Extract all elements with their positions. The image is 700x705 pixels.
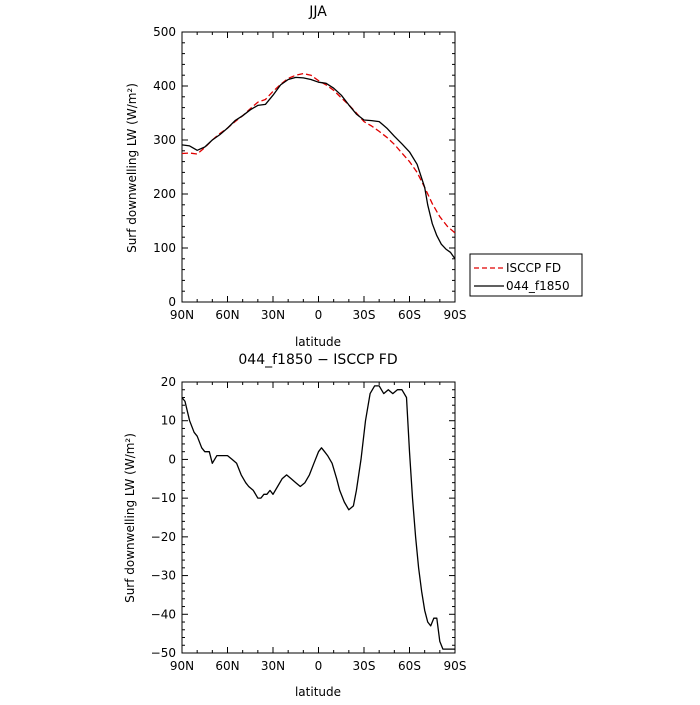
panel-top-chart: JJA 90N 60N 30N 0 30S 60S 90S0100200300400500 …: [125, 4, 466, 349]
bottom-x-tick-label: 60N: [215, 659, 239, 673]
legend-label-isccp: ISCCP FD: [506, 261, 561, 275]
bottom-y-tick-label: 20: [161, 375, 176, 389]
top-y-tick-label: 200: [153, 187, 176, 201]
top-series-isccp-fd-line: [181, 72, 456, 234]
top-x-tick-label: 90N: [170, 308, 194, 322]
top-plot-area: 90N 60N 30N 0 30S 60S 90S 0 100 200 300 400 500: [153, 25, 466, 322]
top-y-tick-label: 400: [153, 79, 176, 93]
bottom-x-tick-label: 90S: [444, 659, 467, 673]
bottom-x-tick-label: 30N: [261, 659, 285, 673]
top-y-tick-label: 300: [153, 133, 176, 147]
panel-bottom-chart: 044_f1850 − ISCCP FD 90N 60N 30N 0 30S 60S 90S…: [123, 352, 466, 699]
bottom-y-tick-label: −50: [151, 646, 176, 660]
bottom-chart-title: 044_f1850 − ISCCP FD: [238, 352, 397, 368]
bottom-y-tick-label: −30: [151, 569, 176, 583]
bottom-y-axis-label: Surf downwelling LW (W/m²): [123, 433, 137, 603]
top-chart-title: JJA: [308, 4, 327, 20]
bottom-x-tick-label: 30S: [353, 659, 376, 673]
bottom-y-tick-label: 0: [168, 452, 176, 466]
top-chart-legend: ISCCP FD 044_f1850: [469, 253, 583, 297]
top-y-tick-label: 100: [153, 241, 176, 255]
top-x-tick-label: 30N: [261, 308, 285, 322]
top-x-tick-label: 60S: [398, 308, 421, 322]
top-y-tick-label: 500: [153, 25, 176, 39]
top-y-axis-label: Surf downwelling LW (W/m²): [125, 83, 139, 253]
top-series-044-f1850-line: [181, 76, 456, 260]
bottom-x-axis-label: latitude: [295, 685, 341, 699]
bottom-y-tick-label: 10: [161, 414, 176, 428]
bottom-x-tick-label: 0: [315, 659, 323, 673]
legend-box: [469, 253, 583, 297]
top-x-tick-label: 60N: [215, 308, 239, 322]
bottom-x-tick-label: 60S: [398, 659, 421, 673]
bottom-series-difference-line: [181, 385, 455, 650]
bottom-y-tick-label: −20: [151, 530, 176, 544]
bottom-y-tick-label: −10: [151, 491, 176, 505]
bottom-plot-area: 90N 60N 30N 0 30S 60S 90S −50 −40 −30 −20 −10 0 10 20: [151, 375, 467, 673]
bottom-x-tick-label: 90N: [170, 659, 194, 673]
top-x-tick-label: 30S: [353, 308, 376, 322]
top-y-tick-label: 0: [168, 295, 176, 309]
top-x-axis-label: latitude: [295, 335, 341, 349]
bottom-y-tick-label: −40: [151, 607, 176, 621]
top-plot-frame: [181, 31, 456, 303]
top-x-tick-label: 0: [315, 308, 323, 322]
legend-label-model: 044_f1850: [506, 279, 570, 293]
top-x-tick-label: 90S: [444, 308, 467, 322]
